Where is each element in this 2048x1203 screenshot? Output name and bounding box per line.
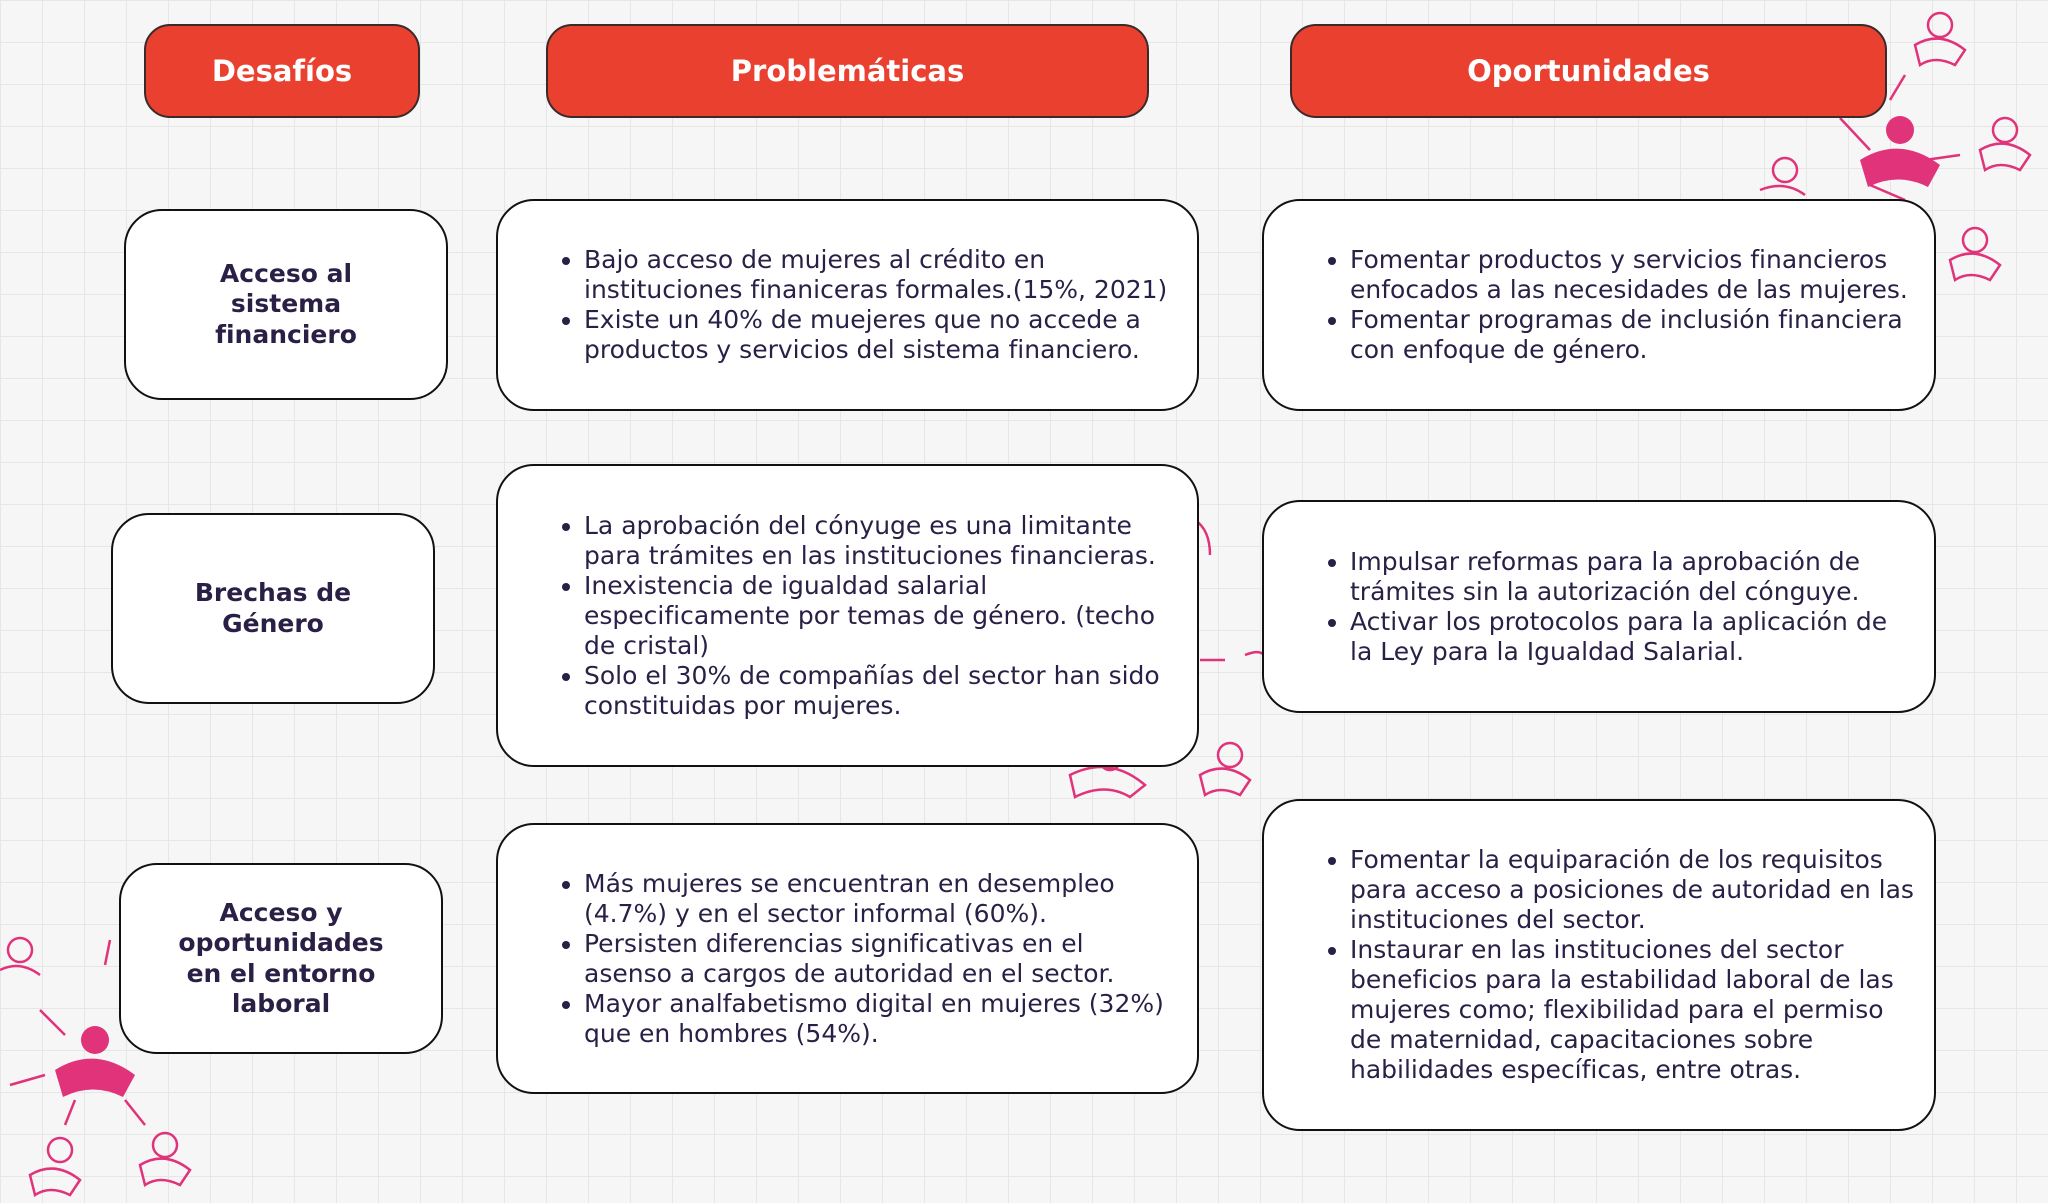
bullet-item: Solo el 30% de compañías del sector han … <box>584 661 1177 721</box>
bullet-item: Instaurar en las instituciones del secto… <box>1350 935 1914 1085</box>
bullet-item: Más mujeres se encuentran en desempleo (… <box>584 869 1177 929</box>
bullet-item: Fomentar la equiparación de los requisit… <box>1350 845 1914 935</box>
column-header: Oportunidades <box>1290 24 1887 118</box>
bullet-item: Inexistencia de igualdad salarial especi… <box>584 571 1177 661</box>
bullet-item: Existe un 40% de muejeres que no accede … <box>584 305 1177 365</box>
column-header: Problemáticas <box>546 24 1149 118</box>
bullet-list: Más mujeres se encuentran en desempleo (… <box>538 869 1177 1049</box>
bullet-item: Fomentar productos y servicios financier… <box>1350 245 1914 305</box>
opportunities-box: Fomentar productos y servicios financier… <box>1262 199 1936 411</box>
opportunities-box: Impulsar reformas para la aprobación de … <box>1262 500 1936 713</box>
challenge-box: Brechas de Género <box>111 513 435 704</box>
challenge-box: Acceso al sistema financiero <box>124 209 448 400</box>
bullet-item: Persisten diferencias significativas en … <box>584 929 1177 989</box>
challenge-box: Acceso y oportunidades en el entorno lab… <box>119 863 443 1054</box>
bullet-list: Impulsar reformas para la aprobación de … <box>1304 547 1914 667</box>
bullet-item: Activar los protocolos para la aplicació… <box>1350 607 1914 667</box>
bullet-list: Bajo acceso de mujeres al crédito en ins… <box>538 245 1177 365</box>
bullet-item: La aprobación del cónyuge es una limitan… <box>584 511 1177 571</box>
opportunities-box: Fomentar la equiparación de los requisit… <box>1262 799 1936 1131</box>
bullet-item: Impulsar reformas para la aprobación de … <box>1350 547 1914 607</box>
bullet-list: Fomentar productos y servicios financier… <box>1304 245 1914 365</box>
problems-box: La aprobación del cónyuge es una limitan… <box>496 464 1199 767</box>
bullet-list: La aprobación del cónyuge es una limitan… <box>538 511 1177 721</box>
column-header: Desafíos <box>144 24 420 118</box>
bullet-list: Fomentar la equiparación de los requisit… <box>1304 845 1914 1085</box>
bullet-item: Fomentar programas de inclusión financie… <box>1350 305 1914 365</box>
bullet-item: Mayor analfabetismo digital en mujeres (… <box>584 989 1177 1049</box>
bullet-item: Bajo acceso de mujeres al crédito en ins… <box>584 245 1177 305</box>
problems-box: Bajo acceso de mujeres al crédito en ins… <box>496 199 1199 411</box>
problems-box: Más mujeres se encuentran en desempleo (… <box>496 823 1199 1094</box>
